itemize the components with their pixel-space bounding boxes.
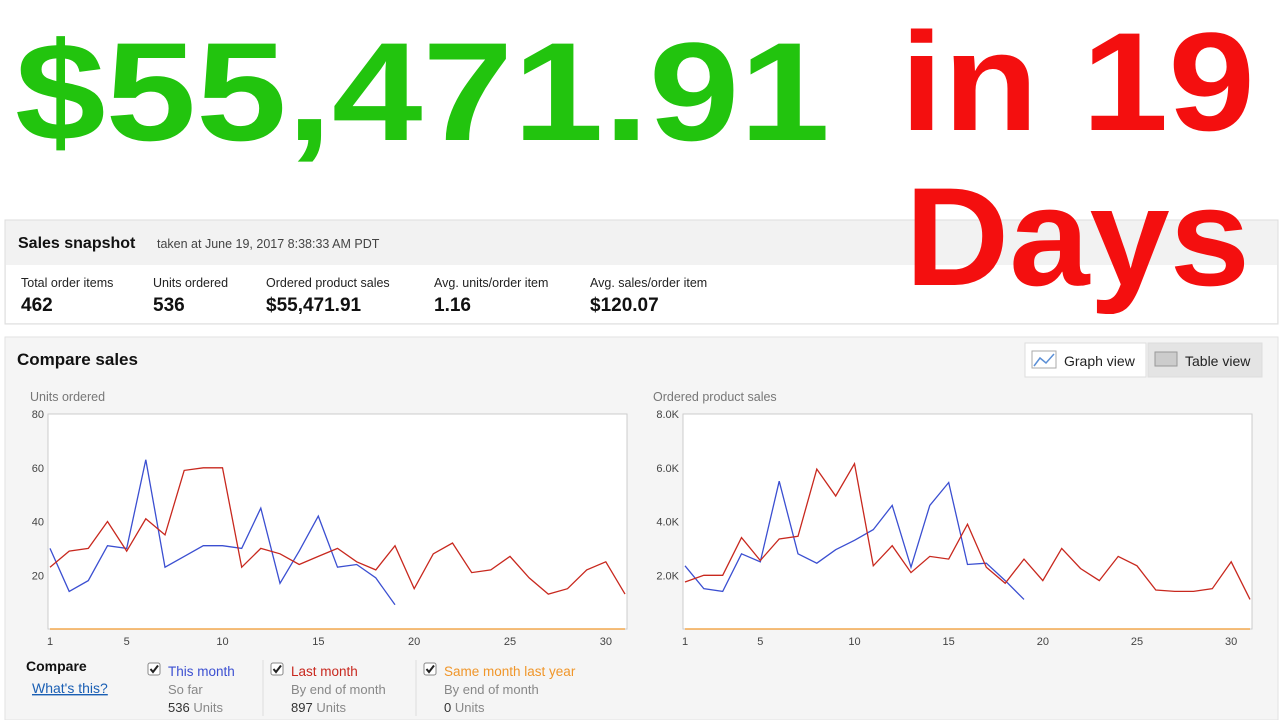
y-tick-label: 4.0K — [656, 517, 679, 529]
metric-value: 536 — [153, 295, 185, 316]
snapshot-title: Sales snapshot — [18, 235, 136, 252]
legend-unit: Units — [193, 700, 223, 715]
y-tick-label: 2.0K — [656, 570, 679, 582]
checkmark — [425, 664, 435, 674]
x-tick-label: 30 — [1225, 636, 1237, 648]
graph-icon-frame — [1031, 350, 1057, 369]
legend-count: 536 — [168, 700, 190, 715]
legend: This month So far 536 Units Last month By en… — [147, 662, 576, 715]
series-line — [49, 459, 396, 606]
legend-total: 897 Units — [291, 700, 346, 715]
metric-value: 462 — [21, 295, 53, 316]
headline-period: Days — [905, 158, 1250, 315]
x-tick-label: 25 — [504, 636, 516, 648]
metric-label: Avg. sales/order item — [590, 276, 707, 290]
metric-label: Ordered product sales — [266, 276, 390, 290]
x-tick-label: 25 — [1131, 636, 1143, 648]
legend-count: 897 — [291, 700, 313, 715]
table-view-label[interactable]: Table view — [1185, 353, 1251, 369]
x-tick-label: 15 — [312, 636, 324, 648]
x-tick-label: 20 — [1037, 636, 1049, 648]
legend-unit: Units — [316, 700, 346, 715]
x-tick-label: 15 — [943, 636, 955, 648]
plot-area — [47, 413, 628, 630]
metric-label: Total order items — [21, 276, 113, 290]
legend-total: 0 Units — [444, 700, 485, 715]
chart-axis-title: Ordered product sales — [653, 390, 777, 404]
whats-this-link[interactable]: What's this? — [32, 680, 108, 696]
checkbox[interactable] — [270, 662, 284, 676]
legend-title: Compare — [26, 658, 87, 674]
plot-area — [682, 413, 1253, 630]
x-tick-label: 1 — [682, 636, 688, 648]
legend-sub: By end of month — [291, 682, 386, 697]
checkbox[interactable] — [423, 662, 437, 676]
table-view-button[interactable] — [1147, 342, 1263, 378]
legend-name: Last month — [291, 664, 358, 679]
x-tick-label: 5 — [124, 636, 130, 648]
series-line — [49, 467, 626, 595]
compare-title: Compare sales — [17, 350, 138, 369]
legend-sub: By end of month — [444, 682, 539, 697]
checkmark — [272, 664, 282, 674]
series-line — [684, 481, 1025, 600]
legend-name: This month — [168, 664, 235, 679]
graph-view-label[interactable]: Graph view — [1064, 353, 1136, 369]
y-tick-label: 6.0K — [656, 463, 679, 475]
legend-sub: So far — [168, 682, 203, 697]
metrics: Total order items 462 Units ordered 536 Orde… — [21, 276, 707, 316]
legend-total: 536 Units — [168, 700, 223, 715]
graph-icon — [1033, 353, 1055, 367]
checkbox[interactable] — [147, 662, 161, 676]
snapshot-subtitle: taken at June 19, 2017 8:38:33 AM PDT — [157, 237, 380, 251]
series-line — [684, 461, 1251, 600]
y-tick-label: 80 — [32, 409, 44, 421]
metric-value: $55,471.91 — [266, 295, 362, 316]
legend-count: 0 — [444, 700, 451, 715]
x-tick-label: 10 — [848, 636, 860, 648]
metric-value: $120.07 — [590, 295, 659, 316]
metrics-row — [6, 265, 1277, 323]
y-tick-label: 40 — [32, 517, 44, 529]
headline-amount: $55,471.91 — [15, 13, 830, 170]
checkmark — [149, 664, 159, 674]
graph-view-button[interactable] — [1024, 342, 1147, 378]
metric-label: Units ordered — [153, 276, 228, 290]
y-tick-label: 20 — [32, 570, 44, 582]
headline-period: in 19 — [900, 3, 1255, 160]
x-tick-label: 30 — [600, 636, 612, 648]
x-tick-label: 1 — [47, 636, 53, 648]
legend-name: Same month last year — [444, 664, 576, 679]
table-icon — [1154, 351, 1178, 367]
metric-label: Avg. units/order item — [434, 276, 548, 290]
x-tick-label: 10 — [216, 636, 228, 648]
x-tick-label: 5 — [757, 636, 763, 648]
legend-unit: Units — [455, 700, 485, 715]
chart-axis-title: Units ordered — [30, 390, 105, 404]
metric-value: 1.16 — [434, 295, 471, 316]
y-tick-label: 60 — [32, 463, 44, 475]
y-tick-label: 8.0K — [656, 409, 679, 421]
x-tick-label: 20 — [408, 636, 420, 648]
